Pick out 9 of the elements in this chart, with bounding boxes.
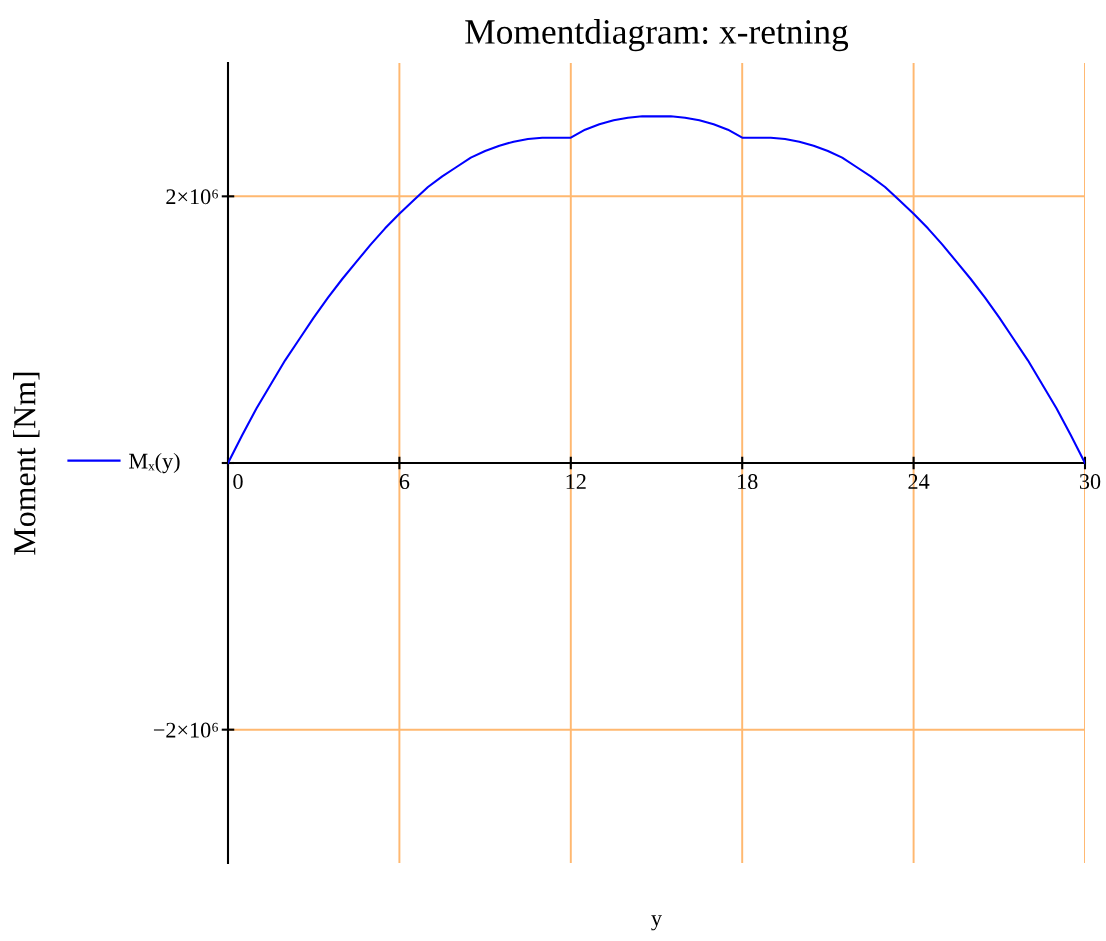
y-axis-title: Moment [Nm] (13, 372, 40, 555)
legend-label: Mₓ(y) (129, 452, 180, 474)
y-tick-label: −2×10⁶ (153, 722, 218, 738)
y-tick-label: 2×10⁶ (166, 189, 218, 205)
line-series (228, 115, 1085, 465)
x-tick-label: 30 (1079, 474, 1101, 490)
x-tick-label: 0 (233, 474, 243, 490)
x-axis-title: y (651, 915, 662, 931)
chart-title: Momentdiagram: x-retning (465, 18, 849, 52)
